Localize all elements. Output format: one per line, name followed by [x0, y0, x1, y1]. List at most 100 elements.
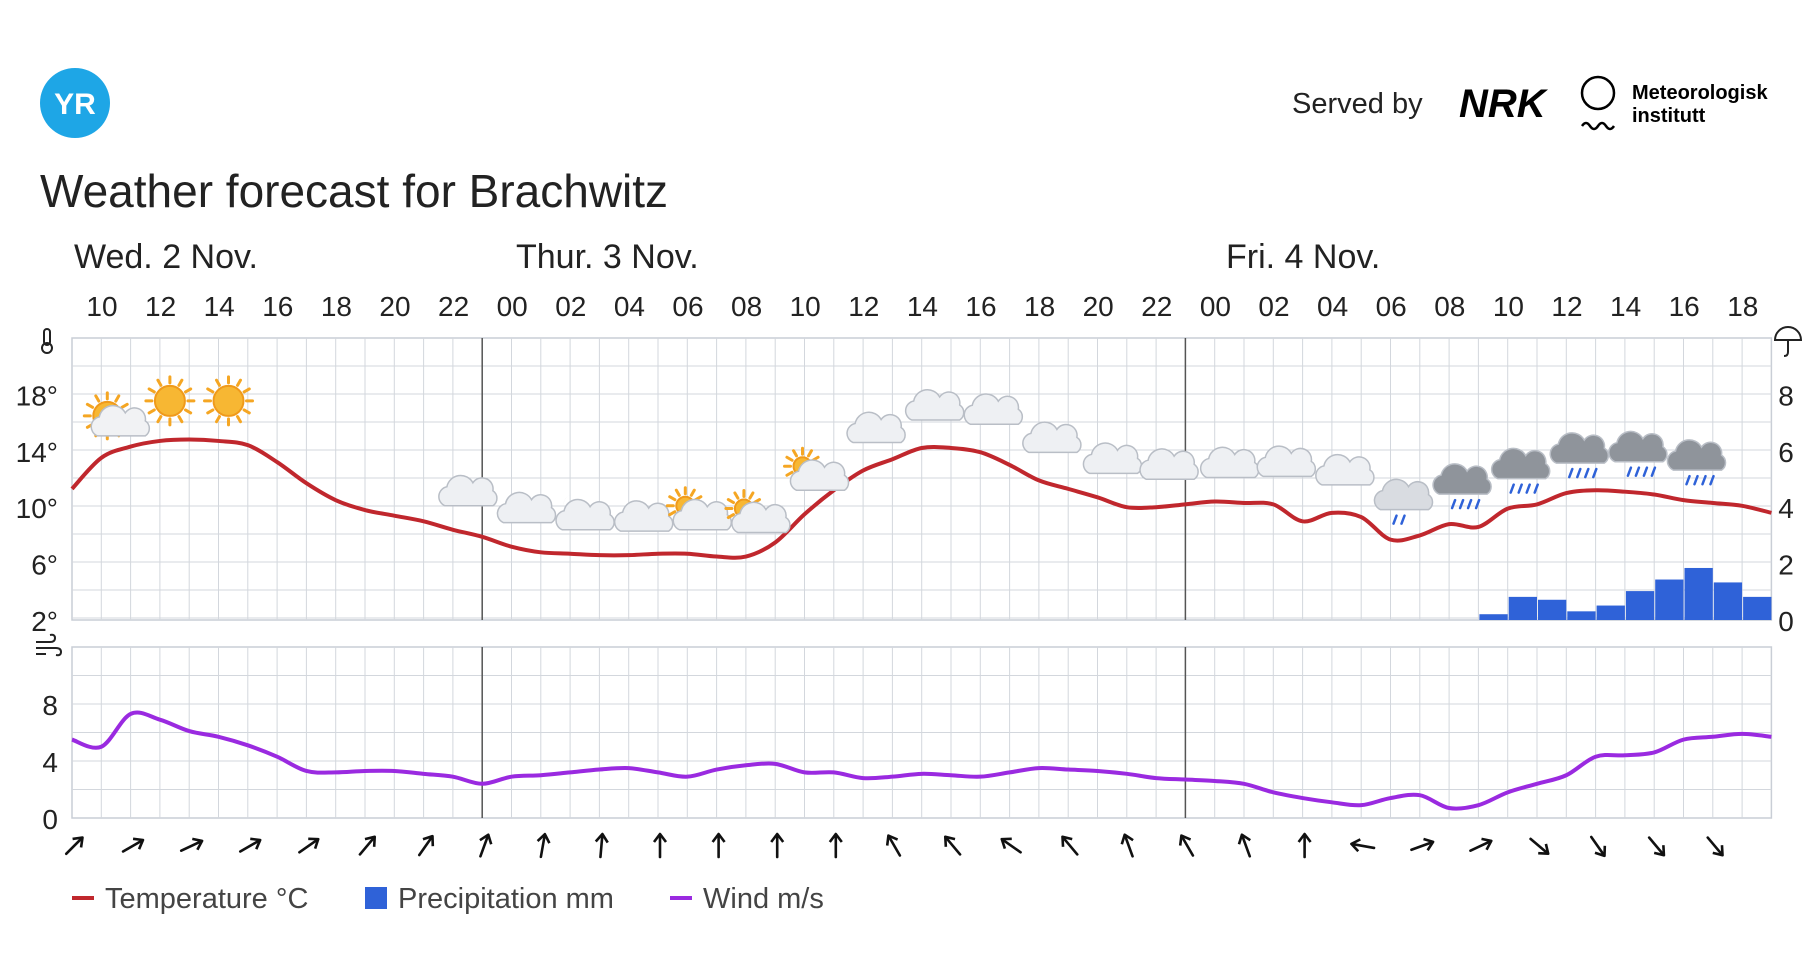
legend-label: Temperature °C: [105, 883, 308, 915]
sun-icon: [144, 375, 196, 427]
cloud-icon: [963, 393, 1024, 425]
sun-ray: [674, 488, 681, 497]
temperature-tick-label: 10°: [16, 493, 58, 524]
sun-ray: [236, 415, 242, 424]
thermometer-icon: [41, 328, 53, 354]
sun-ray: [114, 394, 121, 403]
wind-arrow-shaft: [1001, 838, 1022, 854]
sun-ray: [156, 415, 163, 424]
cloud-shape: [1199, 446, 1260, 479]
wind-arrow-head: [1653, 845, 1666, 857]
partly-cloudy-day-icon: [783, 446, 850, 491]
hour-tick-label: 00: [497, 291, 528, 322]
wind-arrow-head: [1423, 837, 1435, 851]
umbrella-icon: [1773, 326, 1803, 357]
wind-arrow-head: [72, 836, 84, 848]
sun-ray: [94, 394, 101, 403]
wind-arrow-head: [1297, 832, 1312, 843]
wind-arrow-shaft: [179, 840, 203, 852]
partly-cloudy-day-icon: [665, 486, 733, 531]
hour-tick-label: 02: [555, 291, 586, 322]
wind-arrow: [711, 832, 726, 859]
wind-arrow-shaft: [417, 835, 434, 857]
hour-tick-label: 18: [1024, 291, 1055, 322]
served-by-label: Served by: [1292, 88, 1423, 120]
legend-label: Wind m/s: [703, 883, 824, 915]
sun-ray: [215, 378, 221, 387]
cloud-shape: [846, 411, 906, 444]
sun-ray: [785, 455, 794, 462]
hour-tick-label: 10: [86, 291, 117, 322]
cloud-shape: [438, 474, 498, 507]
wind-arrow-shaft: [944, 836, 962, 856]
sun-ray: [215, 415, 221, 424]
precipitation-tick-label: 4: [1778, 493, 1794, 524]
yr-logo-circle: [40, 68, 110, 138]
sun-icon: [203, 375, 254, 427]
precipitation-bar: [1596, 605, 1625, 620]
wind-tick-label: 0: [42, 804, 58, 835]
wind-arrow: [594, 832, 609, 859]
wind-arrow-shaft: [358, 836, 376, 856]
wind-arrow: [121, 837, 145, 853]
hour-tick-label: 14: [907, 291, 938, 322]
hour-tick-label: 02: [1258, 291, 1289, 322]
wind-arrow-shaft: [599, 833, 604, 859]
moon-icon: [276, 409, 292, 440]
hour-tick-label: 00: [1200, 291, 1231, 322]
sun-ray: [147, 387, 156, 394]
cloud-shape: [613, 500, 674, 532]
sun-ray: [156, 378, 163, 387]
hour-tick-label: 08: [731, 291, 762, 322]
raindrop: [1650, 466, 1657, 477]
cloud-shape: [1432, 463, 1492, 495]
sun-ray: [236, 378, 242, 387]
temperature-tick-label: 6°: [31, 550, 58, 581]
wind-arrow-head: [1061, 835, 1073, 847]
precipitation-bar: [1538, 599, 1567, 620]
day-label: Wed. 2 Nov.: [74, 238, 258, 276]
wind-arrow-head: [770, 832, 785, 843]
wind-arrow: [1410, 837, 1435, 852]
yr-logo[interactable]: YR: [40, 68, 110, 138]
temperature-plot-grid: [71, 337, 1773, 621]
wind-arrow-head: [1178, 834, 1192, 846]
wind-arrow-shaft: [1061, 836, 1079, 856]
cloud-shape: [731, 501, 791, 534]
cloud-shape: [1256, 445, 1317, 478]
sun-ray: [733, 491, 740, 500]
raindrop: [1509, 483, 1515, 494]
temperature-series: [70, 437, 1772, 560]
raindrop: [1450, 498, 1457, 510]
wind-arrow-head: [192, 837, 204, 851]
temperature-tick-label: 2°: [31, 606, 58, 637]
rain-icon: [1666, 439, 1727, 486]
sun-ray: [668, 510, 677, 517]
cloud-shape: [90, 404, 151, 437]
wind-arrow-head: [536, 832, 551, 844]
cloud-shape: [1666, 439, 1727, 471]
cloud-shape: [1549, 432, 1610, 464]
raindrop: [1474, 498, 1481, 510]
sun-ray: [206, 408, 215, 415]
raindrop: [1642, 466, 1649, 477]
wind-arrow-head: [943, 835, 956, 847]
raindrop: [1576, 467, 1582, 479]
cloud-shape: [963, 393, 1024, 425]
sun-ray: [242, 408, 251, 415]
wind-arrow-head: [250, 837, 262, 850]
sun-ray: [85, 402, 95, 409]
wind-arrow-head: [1237, 833, 1251, 845]
hour-tick-label: 16: [1669, 291, 1700, 322]
wind-arrow-head: [364, 835, 377, 847]
met-logo-wave: [1580, 121, 1616, 131]
precipitation-bar: [1655, 579, 1684, 620]
raindrop: [1685, 474, 1691, 486]
partly-cloudy-night-icon: [496, 487, 557, 524]
precipitation-bar: [1743, 596, 1772, 620]
wind-arrow-head: [1350, 838, 1361, 853]
sun-ray: [183, 408, 193, 415]
met-logo: Meteorologisk institutt: [1580, 75, 1768, 131]
wind-arrow-head: [1120, 833, 1134, 845]
